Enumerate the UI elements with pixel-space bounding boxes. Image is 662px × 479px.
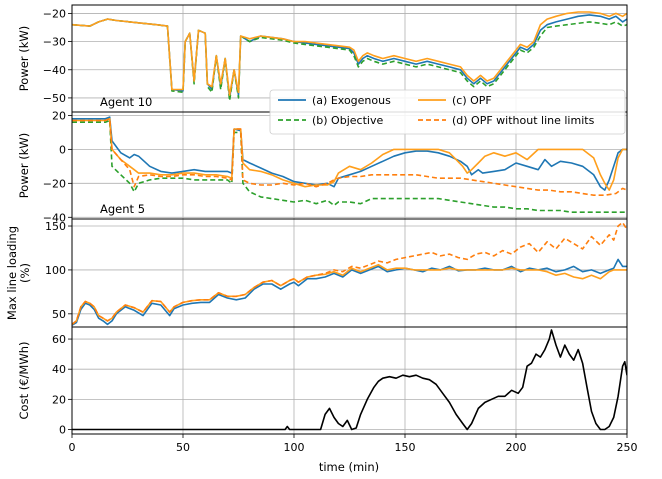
series-group — [72, 221, 627, 326]
y-tick-label: −20 — [43, 177, 66, 190]
x-tick-label: 200 — [506, 441, 527, 454]
legend-label: (a) Exogenous — [312, 94, 391, 107]
y-axis-label: Power (kW) — [17, 26, 31, 91]
y-tick-label: 0 — [59, 143, 66, 156]
legend-box — [269, 89, 626, 135]
y-tick-label: 20 — [52, 109, 66, 122]
panel-frame — [71, 326, 628, 435]
series-line-d-opf-without-line-limits — [72, 118, 627, 196]
y-tick-label: 100 — [45, 264, 66, 277]
series-line-c-opf — [72, 11, 627, 96]
x-tick-label: 0 — [69, 441, 76, 454]
y-tick-label: 20 — [52, 393, 66, 406]
x-tick-label: 150 — [395, 441, 416, 454]
series-group — [72, 329, 627, 431]
legend: (a) Exogenous (b) Objective (c) OPF (d) OPF… — [269, 89, 626, 135]
y-tick-label: −40 — [43, 211, 66, 224]
legend-label: (c) OPF — [452, 94, 492, 107]
panel-4: 0 20 40 60 Cost (€/MWh) — [17, 326, 628, 436]
x-axis: 0 50 100 150 200 250 — [69, 434, 638, 454]
series-line-a-exogenous — [72, 116, 627, 191]
y-tick-label: 150 — [45, 220, 66, 233]
y-axis-label-line: (%) — [18, 263, 32, 283]
x-tick-label: 250 — [617, 441, 638, 454]
series-line-c-opf — [72, 118, 627, 191]
panel-3: 50 100 150 Max line loading(%) — [5, 218, 628, 328]
y-axis-label-line: Max line loading — [5, 226, 19, 320]
series-group — [72, 11, 627, 102]
legend-label: (b) Objective — [312, 114, 383, 127]
agent-annotation: Agent 5 — [100, 202, 145, 216]
y-tick-label: 60 — [52, 333, 66, 346]
y-tick-label: 0 — [59, 423, 66, 436]
agent-annotation: Agent 10 — [100, 95, 152, 109]
y-tick-label: −40 — [43, 64, 66, 77]
series-line-d-opf-without-line-limits — [72, 221, 627, 326]
x-axis-label: time (min) — [319, 460, 379, 474]
series-line-b-objective — [72, 18, 627, 102]
series-line-cost — [72, 329, 627, 431]
y-tick-label: 40 — [52, 363, 66, 376]
legend-label: (d) OPF without line limits — [452, 114, 595, 127]
y-tick-label: 50 — [52, 308, 66, 321]
y-tick-label: −50 — [43, 92, 66, 105]
y-axis-label: Max line loading(%) — [5, 226, 32, 320]
y-tick-label: −30 — [43, 36, 66, 49]
y-axis-label: Power (kW) — [17, 133, 31, 198]
x-tick-label: 100 — [284, 441, 305, 454]
y-tick-label: −20 — [43, 7, 66, 20]
y-axis-label: Cost (€/MWh) — [17, 342, 31, 420]
x-tick-label: 50 — [176, 441, 190, 454]
series-group — [72, 116, 627, 213]
